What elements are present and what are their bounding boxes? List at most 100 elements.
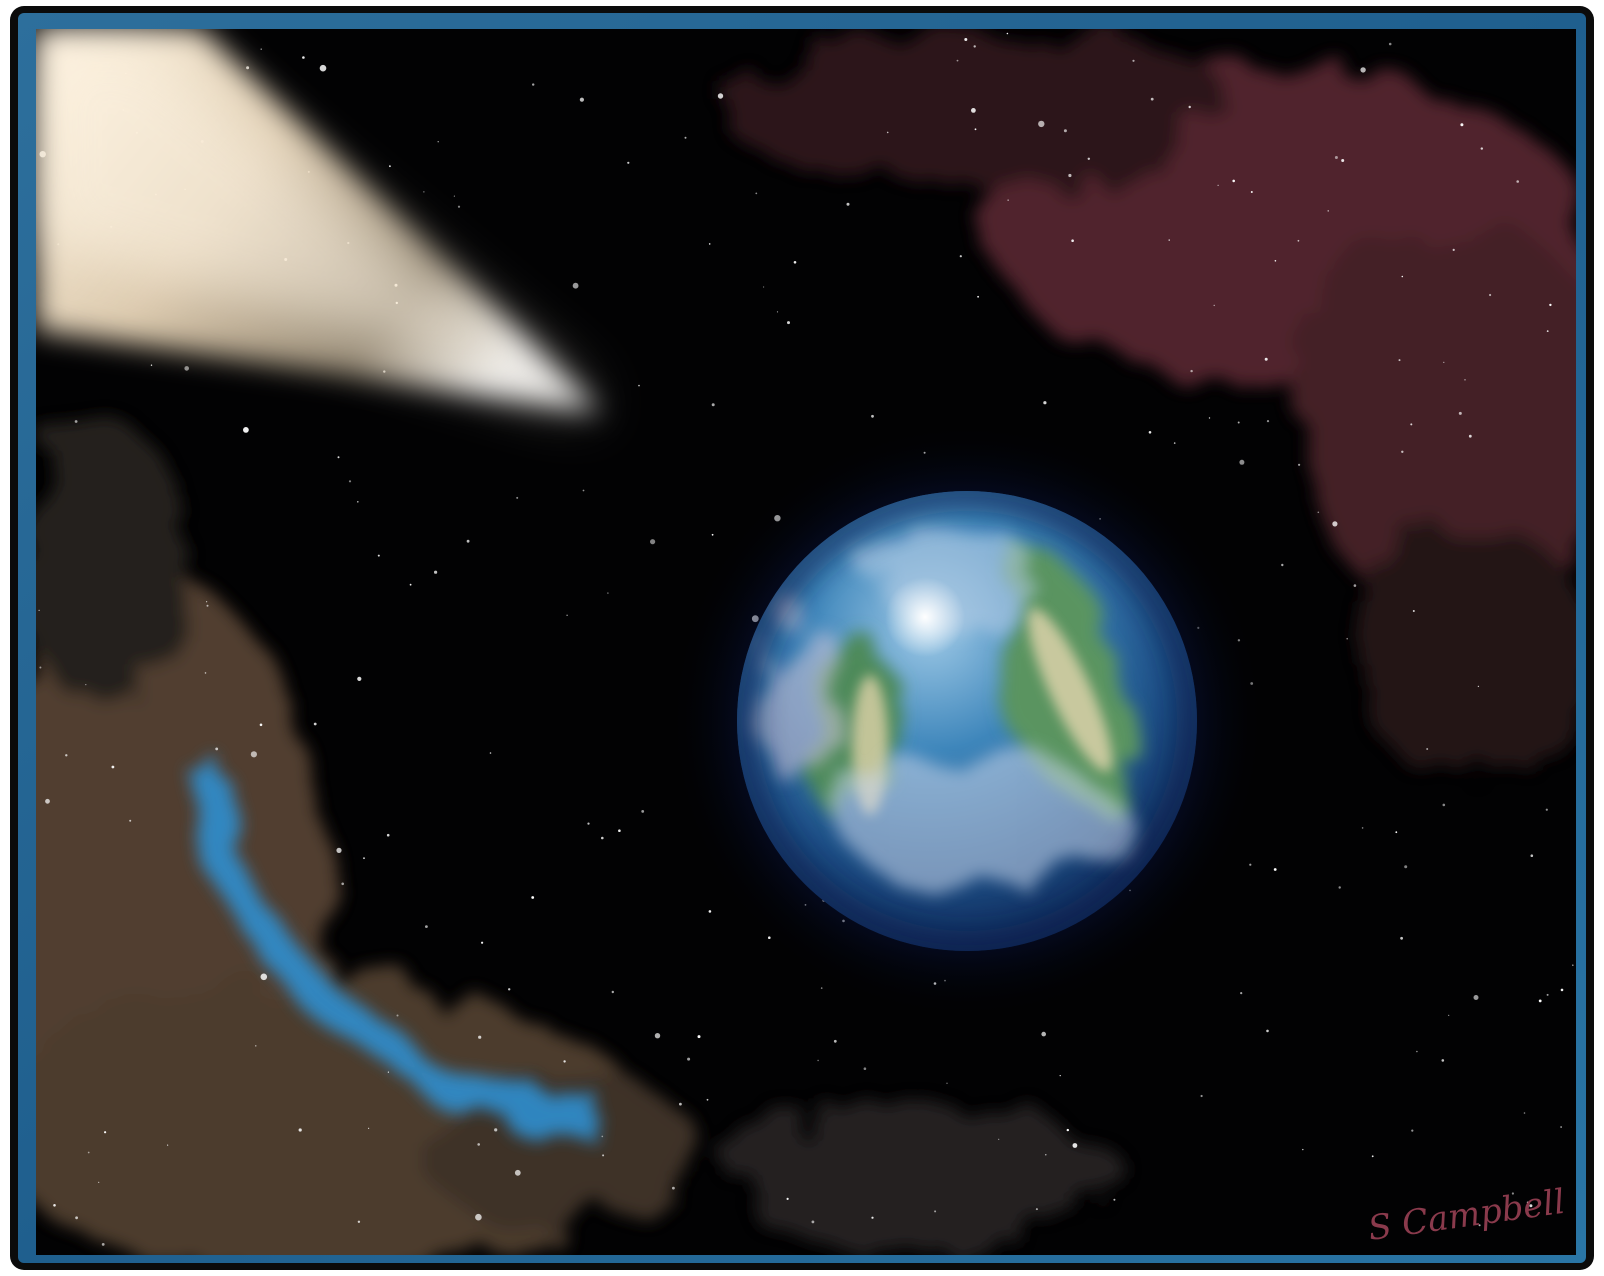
star [260,973,268,981]
star [684,136,687,139]
red-nebula [720,30,1576,780]
star [1511,1192,1514,1195]
star [1237,421,1240,424]
star [956,59,959,62]
star [934,1210,937,1213]
star [627,161,630,164]
star [886,131,889,134]
star [566,614,568,616]
star [1460,123,1464,127]
star [755,192,758,195]
star [1412,610,1415,612]
star [87,1151,90,1154]
star [341,882,345,886]
star [582,489,585,492]
star [184,366,189,371]
star [1473,995,1479,1000]
star [1545,808,1548,811]
star [1529,1204,1533,1208]
star [787,321,790,325]
star [514,1169,521,1176]
star [1388,42,1392,46]
star [1250,191,1253,193]
star [1371,1155,1374,1158]
star [1443,361,1445,363]
star [1072,1143,1078,1148]
star [1477,685,1480,688]
star [425,925,428,928]
star [101,1243,105,1246]
star [1232,179,1235,183]
star [337,456,340,459]
planet-highlight [885,577,965,657]
star [1240,992,1243,995]
star [1426,748,1429,750]
star [601,836,604,840]
star [650,539,656,545]
star [1538,999,1542,1003]
star [1523,1112,1526,1114]
star [348,480,352,483]
star [1334,156,1338,159]
star [572,282,579,289]
star [1249,863,1252,866]
star [377,554,380,557]
star [1416,1050,1418,1053]
star [1516,180,1519,183]
star [1346,637,1348,640]
star [811,1220,815,1224]
blue-nebula-streak [181,756,603,1139]
star [977,295,979,298]
star [607,592,609,594]
star [1168,239,1170,241]
star [1068,173,1072,178]
star [409,583,412,586]
star [508,988,511,991]
star [437,141,439,143]
star [1297,239,1300,242]
star [1353,584,1357,587]
star [1007,199,1009,201]
star [973,45,976,48]
star [1217,184,1219,186]
star [1360,67,1366,73]
star [611,990,614,994]
star [1266,1029,1269,1033]
star [313,722,317,726]
star [298,1128,302,1132]
star [302,56,305,59]
star [85,684,87,686]
star [1035,1208,1038,1211]
star [1452,248,1455,251]
star [1298,463,1301,466]
star [1572,964,1574,966]
star [1063,129,1067,133]
star [1464,379,1466,381]
star [717,93,724,99]
star [250,751,257,758]
star [974,128,977,131]
star [111,765,115,769]
star [1546,993,1549,996]
brown-nebula [36,420,1130,1255]
star [1113,1198,1116,1201]
star [971,108,976,113]
star [243,427,249,433]
star [1442,803,1446,807]
star [475,1213,482,1221]
star [104,1131,107,1134]
star [1208,417,1211,419]
star [601,1135,604,1138]
star [206,604,209,607]
star [672,1186,675,1190]
star [457,205,461,208]
star [206,601,208,603]
star [706,1098,709,1101]
star [204,672,207,674]
star [1327,210,1329,212]
star [387,1071,389,1073]
star [75,1216,78,1220]
star [708,243,711,245]
star [1478,1224,1481,1227]
